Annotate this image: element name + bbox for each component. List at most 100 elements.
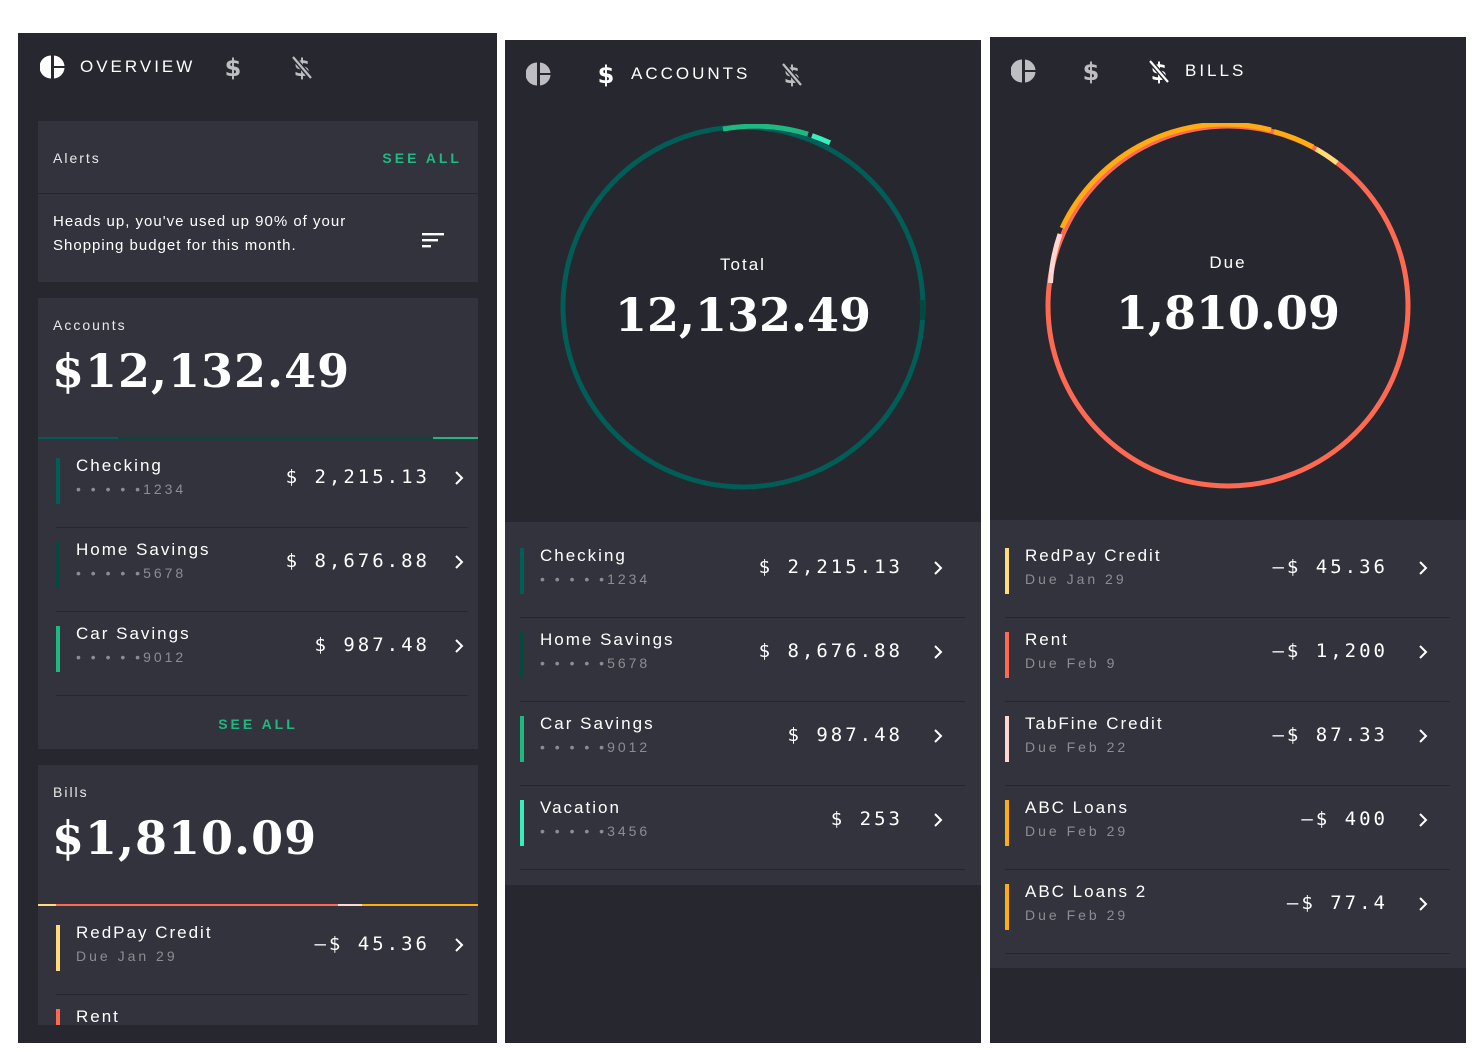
bills-card: Bills $1,810.09 RedPay Credit Due Jan 29…: [38, 765, 478, 1025]
tab-bills-label: BILLS: [1185, 61, 1247, 80]
bill-row-abc-loans-2[interactable]: ABC Loans 2 Due Feb 29 –$ 77.4: [1005, 870, 1450, 954]
account-number: • • • • •5678: [76, 565, 187, 581]
bills-donut-chart: [1045, 123, 1411, 489]
account-number: • • • • •9012: [76, 649, 187, 665]
bill-name: ABC Loans: [1025, 798, 1129, 817]
bill-row-rent[interactable]: Rent Due Feb 9 –$ 1,200: [1005, 618, 1450, 702]
row-divider: [520, 701, 965, 702]
tab-overview[interactable]: OVERVIEW: [40, 47, 195, 87]
chevron-right-icon: [934, 813, 943, 827]
chevron-right-icon: [934, 729, 943, 743]
tab-overview[interactable]: [526, 54, 552, 94]
tab-accounts[interactable]: $: [1080, 51, 1102, 91]
accounts-card-title: Accounts: [53, 317, 127, 333]
bill-amount: –$ 87.33: [1272, 724, 1388, 746]
chevron-right-icon: [934, 645, 943, 659]
bill-name: TabFine Credit: [1025, 714, 1164, 733]
bill-row-redpay-credit[interactable]: RedPay Credit Due Jan 29 –$ 45.36: [1005, 534, 1450, 618]
account-row-home-savings[interactable]: Home Savings • • • • •5678 $ 8,676.88: [56, 528, 468, 612]
account-color-bar: [56, 458, 60, 504]
row-divider: [1005, 785, 1450, 786]
bill-name: RedPay Credit: [76, 923, 213, 942]
chevron-right-icon: [455, 471, 464, 485]
bills-progress-bar: [38, 904, 478, 906]
bills-card-title: Bills: [53, 784, 89, 800]
pie-chart-icon: [526, 62, 551, 86]
accounts-see-all-button[interactable]: SEE ALL: [218, 716, 298, 732]
account-name: Home Savings: [76, 540, 211, 559]
accounts-total: $12,132.49: [52, 344, 351, 398]
row-divider: [1005, 953, 1450, 954]
bill-name: Rent: [76, 1007, 120, 1025]
account-color-bar: [520, 800, 524, 846]
alerts-divider: [38, 193, 478, 194]
sort-icon[interactable]: [421, 230, 445, 250]
bills-total: $1,810.09: [52, 811, 318, 865]
alerts-see-all-button[interactable]: SEE ALL: [382, 150, 462, 166]
bill-due-date: Due Feb 29: [1025, 823, 1129, 839]
alert-message-line-1: Heads up, you've used up 90% of your: [53, 213, 347, 230]
tab-overview-label: OVERVIEW: [80, 57, 196, 76]
bills-list: RedPay Credit Due Jan 29 –$ 45.36 Rent D…: [990, 520, 1466, 968]
bill-amount: –$ 45.36: [314, 933, 430, 955]
bill-row-redpay-credit[interactable]: RedPay Credit Due Jan 29 –$ 45.36: [56, 911, 468, 995]
tab-accounts[interactable]: $ ACCOUNTS: [595, 54, 750, 94]
bill-row-abc-loans[interactable]: ABC Loans Due Feb 29 –$ 400: [1005, 786, 1450, 870]
money-off-icon: $: [1148, 58, 1170, 85]
account-row-car-savings[interactable]: Car Savings • • • • •9012 $ 987.48: [56, 612, 468, 696]
bill-row-rent[interactable]: Rent: [56, 995, 468, 1025]
bill-color-bar: [56, 925, 60, 971]
bill-name: Rent: [1025, 630, 1069, 649]
account-amount: $ 2,215.13: [285, 466, 430, 488]
tab-bar: $ $ BILLS: [990, 37, 1466, 109]
bill-amount: –$ 400: [1301, 808, 1388, 830]
account-amount: $ 987.48: [314, 634, 430, 656]
bill-color-bar: [1005, 548, 1009, 594]
bills-screen: $ $ BILLS Due 1,810.09 RedPay Credit Due…: [990, 37, 1466, 1043]
row-divider: [520, 785, 965, 786]
bill-due-date: Due Jan 29: [76, 948, 178, 964]
alerts-title: Alerts: [53, 150, 101, 166]
account-row-car-savings[interactable]: Car Savings • • • • •9012 $ 987.48: [520, 702, 965, 786]
bill-due-date: Due Feb 29: [1025, 907, 1129, 923]
svg-text:$: $: [1083, 58, 1100, 85]
account-number: • • • • •9012: [540, 739, 651, 755]
row-divider: [1005, 701, 1450, 702]
account-row-checking[interactable]: Checking • • • • •1234 $ 2,215.13: [56, 444, 468, 528]
donut-value: 12,132.49: [614, 288, 872, 342]
alert-message-line-2: Shopping budget for this month.: [53, 237, 297, 254]
tab-accounts[interactable]: $: [222, 47, 244, 87]
bill-due-date: Due Feb 22: [1025, 739, 1129, 755]
pie-chart-icon: [40, 55, 65, 79]
dollar-icon: $: [1083, 58, 1100, 85]
tab-bills[interactable]: $: [780, 54, 804, 94]
overview-screen: OVERVIEW $ $ Alerts SEE ALL Heads up, yo…: [18, 33, 497, 1043]
bill-name: RedPay Credit: [1025, 546, 1162, 565]
tab-bar: OVERVIEW $ $: [18, 33, 497, 105]
account-number: • • • • •1234: [540, 571, 651, 587]
account-row-home-savings[interactable]: Home Savings • • • • •5678 $ 8,676.88: [520, 618, 965, 702]
account-row-checking[interactable]: Checking • • • • •1234 $ 2,215.13: [520, 534, 965, 618]
account-row-vacation[interactable]: Vacation • • • • •3456 $ 253: [520, 786, 965, 870]
donut-label: Total: [720, 255, 766, 274]
account-color-bar: [56, 542, 60, 588]
accounts-list: Checking • • • • •1234 $ 2,215.13 Home S…: [505, 522, 981, 885]
account-name: Checking: [76, 456, 163, 475]
tab-bills[interactable]: $: [290, 47, 314, 87]
account-amount: $ 8,676.88: [285, 550, 430, 572]
bill-color-bar: [1005, 800, 1009, 846]
pie-chart-icon: [1011, 59, 1036, 83]
tab-accounts-label: ACCOUNTS: [631, 64, 751, 83]
chevron-right-icon: [1419, 729, 1428, 743]
tab-overview[interactable]: [1011, 51, 1037, 91]
account-number: • • • • •1234: [76, 481, 187, 497]
bill-due-date: Due Feb 9: [1025, 655, 1118, 671]
tab-bills[interactable]: $ BILLS: [1147, 51, 1246, 91]
bill-amount: –$ 77.4: [1286, 892, 1388, 914]
account-amount: $ 8,676.88: [758, 640, 903, 662]
svg-text:$: $: [225, 54, 242, 81]
account-name: Vacation: [540, 798, 621, 817]
bill-row-tabfine-credit[interactable]: TabFine Credit Due Feb 22 –$ 87.33: [1005, 702, 1450, 786]
tab-bar: $ ACCOUNTS $: [505, 40, 981, 112]
bill-color-bar: [1005, 716, 1009, 762]
